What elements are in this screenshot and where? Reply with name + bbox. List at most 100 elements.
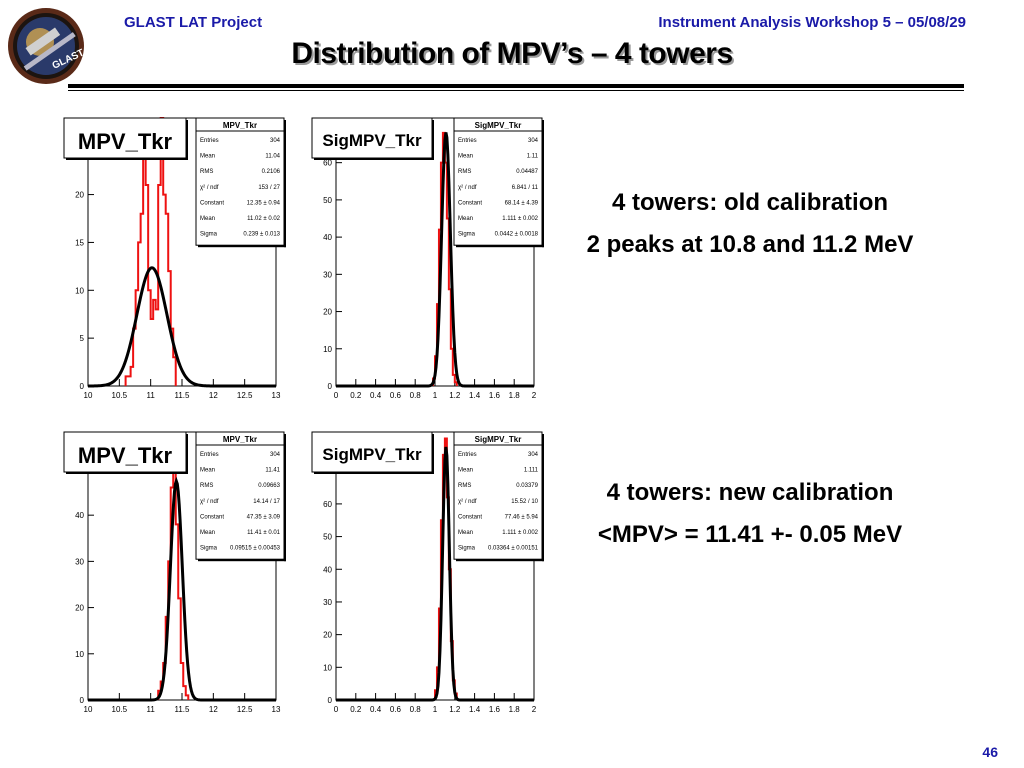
stats-value: 14.14 / 17 [253, 499, 280, 505]
stats-shadow [198, 245, 286, 248]
stats-label: Sigma [200, 232, 218, 238]
stats-label: Entries [458, 138, 477, 144]
y-tick-label: 20 [323, 631, 332, 640]
stats-label: χ² / ndf [458, 499, 477, 505]
stats-value: 11.04 [265, 154, 280, 160]
y-tick-label: 10 [75, 286, 84, 295]
stats-label: Mean [200, 530, 215, 536]
chart-title-box: SigMPV_Tkr [311, 431, 434, 474]
stats-shadow [198, 559, 286, 562]
stats-value: 1.111 [524, 468, 539, 474]
y-tick-label: 10 [323, 663, 332, 672]
chart-title-box: SigMPV_Tkr [311, 117, 434, 160]
stats-value: 12.35 ± 0.94 [247, 200, 281, 206]
y-tick-label: 0 [80, 696, 85, 705]
stats-label: Constant [458, 200, 482, 206]
y-tick-label: 10 [323, 345, 332, 354]
text-block-old: 4 towers: old calibration 2 peaks at 10.… [540, 182, 960, 266]
stats-value: 6.841 / 11 [512, 185, 539, 191]
x-tick-label: 1.6 [489, 391, 501, 400]
stats-value: 0.03364 ± 0.00151 [488, 546, 539, 552]
title-rule [68, 84, 964, 88]
stats-label: Sigma [458, 232, 476, 238]
title-rule-thin [68, 90, 964, 91]
text-old-line1: 4 towers: old calibration [611, 189, 889, 216]
title-shadow-side [432, 434, 434, 474]
text-new-line1: 4 towers: new calibration [606, 479, 894, 506]
stats-name: SigMPV_Tkr [475, 435, 522, 444]
slide-title: Distribution of MPV’s – 4 towers [291, 37, 733, 70]
x-tick-label: 10 [84, 705, 93, 714]
stats-frame [453, 431, 543, 560]
y-tick-label: 15 [75, 238, 84, 247]
y-tick-label: 0 [328, 382, 333, 391]
stats-shadow-side [284, 434, 286, 562]
x-tick-label: 0.6 [390, 705, 402, 714]
stats-label: RMS [458, 483, 471, 489]
stats-name: SigMPV_Tkr [475, 121, 522, 130]
stats-frame [453, 117, 543, 246]
x-tick-label: 12 [209, 705, 218, 714]
x-tick-label: 1.8 [509, 391, 521, 400]
text-block-new: 4 towers: new calibration <MPV> = 11.41 … [540, 472, 960, 556]
y-tick-label: 20 [323, 308, 332, 317]
x-tick-label: 10.5 [112, 705, 128, 714]
x-tick-label: 1.8 [509, 705, 521, 714]
stats-label: Constant [200, 200, 224, 206]
chart-title-box: MPV_Tkr [63, 117, 188, 160]
y-tick-label: 40 [323, 233, 332, 242]
chart-mpv-old: 05101520251010.51111.51212.513MPV_TkrMPV… [62, 114, 288, 405]
stats-label: χ² / ndf [200, 499, 219, 505]
x-tick-label: 1 [433, 705, 438, 714]
stats-value: 11.02 ± 0.02 [247, 216, 281, 222]
stats-value: 0.0442 ± 0.0018 [495, 232, 539, 238]
stats-label: Sigma [200, 546, 218, 552]
stats-label: Mean [458, 468, 473, 474]
x-tick-label: 0.8 [410, 391, 422, 400]
chart-sigmpv-old: 0 10 20 30 40 50 60 0 0.2 0.4 0.6 0.8 1 1.2 1.4 1.6 1.8 2… [310, 114, 546, 405]
stats-value: 0.04487 [516, 169, 538, 175]
x-tick-label: 0.6 [390, 391, 402, 400]
stats-label: Constant [458, 514, 482, 520]
chart-mpv-new: 010203040501010.51111.51212.513MPV_TkrMP… [62, 428, 288, 719]
x-tick-label: 0.4 [370, 391, 382, 400]
chart-title-box: MPV_Tkr [63, 431, 188, 474]
text-old-line2: 2 peaks at 10.8 and 11.2 MeV [586, 231, 914, 258]
y-tick-label: 20 [75, 191, 84, 200]
stats-value: 304 [528, 138, 539, 144]
title-frame [311, 431, 433, 473]
stats-shadow-side [542, 434, 544, 562]
stats-box: SigMPV_Tkr Entries 304 Mean 1.111 RMS 0.03379 χ… [453, 431, 544, 562]
x-tick-label: 1.6 [489, 705, 501, 714]
stats-value: 11.41 [265, 468, 280, 474]
stats-value: 0.03379 [516, 483, 538, 489]
stats-value: 47.35 ± 3.09 [247, 514, 281, 520]
stats-value: 0.09515 ± 0.00453 [230, 546, 281, 552]
title-shadow-side [432, 120, 434, 160]
stats-label: RMS [458, 169, 471, 175]
stats-value: 68.14 ± 4.39 [505, 200, 539, 206]
y-tick-label: 5 [80, 334, 85, 343]
y-tick-label: 60 [323, 159, 332, 168]
stats-box: SigMPV_Tkr Entries 304 Mean 1.11 RMS 0.04487 χ²… [453, 117, 544, 248]
stats-value: 11.41 ± 0.01 [247, 530, 281, 536]
fit-curve [87, 266, 276, 388]
x-tick-label: 11 [147, 391, 156, 400]
y-tick-label: 20 [75, 604, 84, 613]
x-tick-label: 12 [209, 391, 218, 400]
fit-curve [336, 446, 534, 702]
stats-label: Entries [458, 452, 477, 458]
title-frame [311, 117, 433, 159]
stats-label: Mean [200, 468, 215, 474]
title-shadow [66, 472, 188, 474]
stats-label: Mean [458, 530, 473, 536]
x-tick-label: 1 [433, 391, 438, 400]
x-tick-label: 0 [334, 391, 339, 400]
title-shadow [314, 472, 434, 474]
y-tick-label: 30 [323, 270, 332, 279]
stats-value: 0.239 ± 0.013 [243, 232, 280, 238]
fit-curve [336, 132, 534, 388]
stats-label: Mean [458, 154, 473, 160]
x-tick-label: 12.5 [237, 391, 253, 400]
stats-value: 1.111 ± 0.002 [502, 216, 538, 222]
